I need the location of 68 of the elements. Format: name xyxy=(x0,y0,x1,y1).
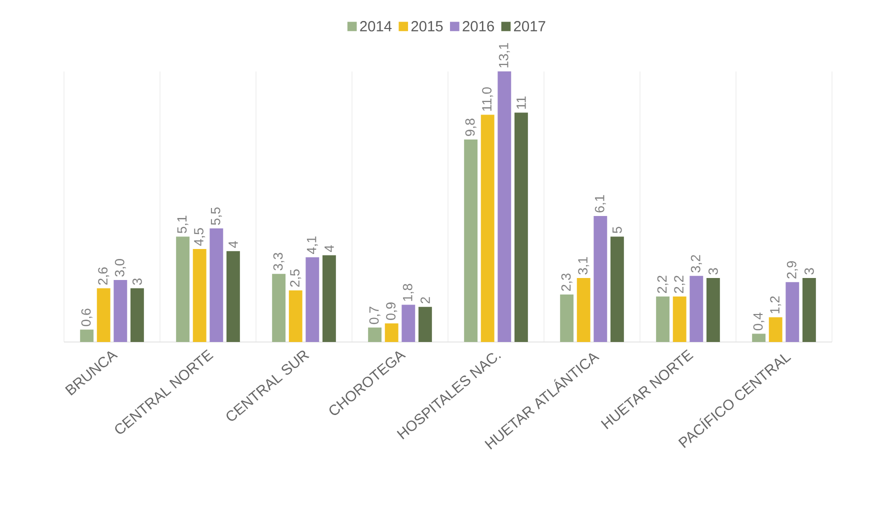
bar xyxy=(802,278,816,342)
bar xyxy=(480,114,494,342)
legend-label: 2017 xyxy=(514,21,546,32)
bar xyxy=(114,280,128,342)
bar xyxy=(418,306,432,342)
data-label: 3,2 xyxy=(690,255,702,272)
bar xyxy=(786,282,800,342)
legend-label: 2014 xyxy=(360,21,392,32)
bar xyxy=(402,304,416,342)
data-label: 3 xyxy=(132,278,142,285)
data-label: 0,4 xyxy=(753,312,764,330)
data-label: 4,1 xyxy=(306,236,318,254)
data-label: 3,1 xyxy=(578,257,590,275)
bar xyxy=(610,236,624,342)
data-label: 5 xyxy=(612,226,622,234)
data-label: 6,1 xyxy=(594,195,606,212)
data-label: 11,0 xyxy=(482,87,494,111)
data-label: 0,9 xyxy=(386,302,398,320)
bar xyxy=(368,328,382,342)
data-label: 3,3 xyxy=(273,252,284,270)
data-label: 13,1 xyxy=(498,43,510,68)
bar xyxy=(594,216,608,342)
bar xyxy=(272,274,286,342)
bar xyxy=(226,251,240,342)
bar xyxy=(514,112,528,342)
data-label: 1,2 xyxy=(770,296,782,314)
bar xyxy=(672,296,686,342)
bar xyxy=(210,228,224,342)
data-label: 3,0 xyxy=(114,259,126,277)
data-label: 1,8 xyxy=(402,284,414,301)
bar xyxy=(192,249,206,342)
data-label: 0,7 xyxy=(369,306,380,324)
bar xyxy=(306,257,320,342)
bar xyxy=(130,288,144,342)
bar xyxy=(656,296,670,342)
data-label: 2,2 xyxy=(657,276,668,293)
bar xyxy=(96,288,110,342)
data-label: 5,5 xyxy=(210,207,222,225)
data-label: 2,3 xyxy=(561,274,572,291)
bar xyxy=(752,334,766,342)
data-label: 4 xyxy=(228,241,238,248)
data-label: 3 xyxy=(804,268,814,275)
bar xyxy=(560,294,574,342)
legend-label: 2015 xyxy=(411,21,443,32)
bar xyxy=(384,323,398,342)
data-label: 9,8 xyxy=(465,118,476,136)
data-label: 4,5 xyxy=(194,228,206,246)
bar xyxy=(176,236,190,342)
data-label: 11 xyxy=(516,96,526,109)
legend-label: 2016 xyxy=(462,21,494,32)
bar xyxy=(80,330,94,342)
data-label: 4 xyxy=(324,245,334,252)
data-label: 2 xyxy=(420,297,430,304)
bar xyxy=(768,317,782,342)
data-label: 0,6 xyxy=(81,308,92,326)
bar xyxy=(706,278,720,342)
bar xyxy=(576,278,590,342)
bar xyxy=(288,290,302,342)
bar xyxy=(498,71,512,342)
data-label: 3 xyxy=(708,268,718,275)
bar xyxy=(690,276,704,342)
data-label: 2,6 xyxy=(98,267,110,285)
data-label: 2,9 xyxy=(786,261,798,278)
data-label: 2,5 xyxy=(290,269,302,287)
bar xyxy=(322,255,336,342)
bar xyxy=(464,140,478,342)
data-label: 2,2 xyxy=(674,276,686,293)
data-label: 5,1 xyxy=(177,216,188,234)
